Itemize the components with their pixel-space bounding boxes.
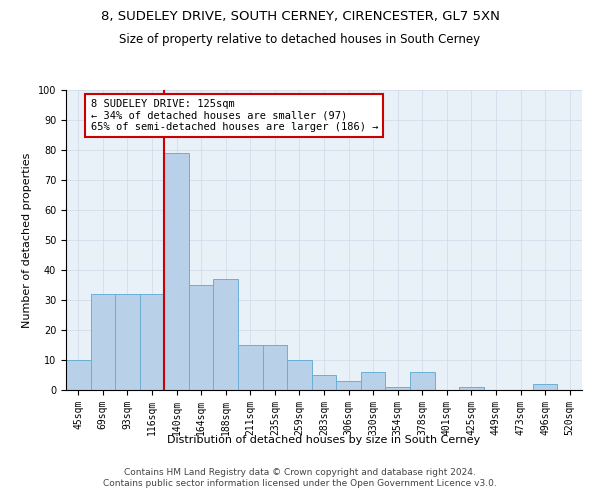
Bar xyxy=(91,294,115,390)
Y-axis label: Number of detached properties: Number of detached properties xyxy=(22,152,32,328)
Bar xyxy=(66,360,91,390)
Bar xyxy=(115,294,140,390)
Bar xyxy=(533,384,557,390)
Bar xyxy=(336,381,361,390)
Text: 8 SUDELEY DRIVE: 125sqm
← 34% of detached houses are smaller (97)
65% of semi-de: 8 SUDELEY DRIVE: 125sqm ← 34% of detache… xyxy=(91,99,378,132)
Text: Contains HM Land Registry data © Crown copyright and database right 2024.
Contai: Contains HM Land Registry data © Crown c… xyxy=(103,468,497,487)
Text: Size of property relative to detached houses in South Cerney: Size of property relative to detached ho… xyxy=(119,32,481,46)
Bar xyxy=(263,345,287,390)
Bar xyxy=(287,360,312,390)
Bar xyxy=(361,372,385,390)
Text: Distribution of detached houses by size in South Cerney: Distribution of detached houses by size … xyxy=(167,435,481,445)
Bar xyxy=(189,285,214,390)
Bar xyxy=(238,345,263,390)
Bar xyxy=(140,294,164,390)
Bar xyxy=(459,387,484,390)
Bar xyxy=(164,153,189,390)
Text: 8, SUDELEY DRIVE, SOUTH CERNEY, CIRENCESTER, GL7 5XN: 8, SUDELEY DRIVE, SOUTH CERNEY, CIRENCES… xyxy=(101,10,499,23)
Bar xyxy=(312,375,336,390)
Bar xyxy=(214,279,238,390)
Bar xyxy=(385,387,410,390)
Bar xyxy=(410,372,434,390)
